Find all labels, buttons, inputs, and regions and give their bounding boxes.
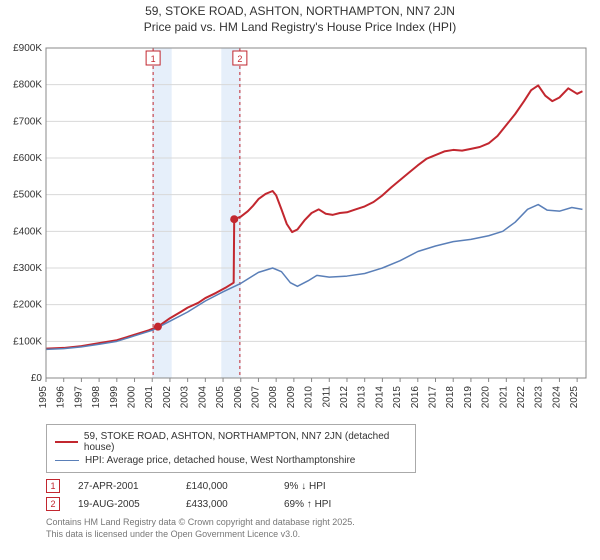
svg-text:2009: 2009: [286, 386, 297, 409]
legend-line-icon: [55, 460, 79, 462]
sale-row: 1 27-APR-2001 £140,000 9% ↓ HPI: [46, 479, 594, 493]
sale-date: 19-AUG-2005: [78, 499, 168, 510]
svg-text:£300K: £300K: [13, 263, 42, 274]
svg-text:1999: 1999: [109, 386, 120, 409]
svg-text:2022: 2022: [516, 386, 527, 409]
svg-text:£200K: £200K: [13, 300, 42, 311]
svg-text:£900K: £900K: [13, 43, 42, 54]
svg-text:2018: 2018: [445, 386, 456, 409]
svg-text:£500K: £500K: [13, 190, 42, 201]
svg-text:2007: 2007: [250, 386, 261, 409]
svg-text:£600K: £600K: [13, 153, 42, 164]
sale-marker-icon: 1: [46, 479, 60, 493]
chart-subtitle: Price paid vs. HM Land Registry's House …: [6, 20, 594, 34]
svg-text:2017: 2017: [428, 386, 439, 409]
svg-text:1998: 1998: [91, 386, 102, 409]
svg-text:2014: 2014: [374, 386, 385, 409]
svg-text:2021: 2021: [498, 386, 509, 409]
svg-text:£800K: £800K: [13, 80, 42, 91]
svg-text:2011: 2011: [321, 386, 332, 408]
sale-delta: 9% ↓ HPI: [284, 481, 364, 492]
svg-text:2023: 2023: [534, 386, 545, 409]
svg-text:2002: 2002: [162, 386, 173, 409]
footer: Contains HM Land Registry data © Crown c…: [46, 517, 594, 540]
svg-text:2004: 2004: [197, 386, 208, 409]
svg-text:£700K: £700K: [13, 116, 42, 127]
sale-price: £433,000: [186, 499, 266, 510]
svg-text:2008: 2008: [268, 386, 279, 409]
svg-text:1997: 1997: [73, 386, 84, 409]
svg-text:2: 2: [237, 54, 242, 64]
svg-text:2016: 2016: [410, 386, 421, 409]
svg-text:2012: 2012: [339, 386, 350, 409]
svg-text:£0: £0: [31, 373, 43, 384]
svg-text:2019: 2019: [463, 386, 474, 409]
svg-text:2024: 2024: [551, 386, 562, 409]
svg-text:2000: 2000: [127, 386, 138, 409]
svg-text:2020: 2020: [481, 386, 492, 409]
svg-text:2015: 2015: [392, 386, 403, 409]
svg-text:1995: 1995: [38, 386, 49, 409]
chart-title: 59, STOKE ROAD, ASHTON, NORTHAMPTON, NN7…: [6, 4, 594, 18]
svg-text:2006: 2006: [233, 386, 244, 409]
footer-line-2: This data is licensed under the Open Gov…: [46, 529, 594, 541]
sales-table: 1 27-APR-2001 £140,000 9% ↓ HPI 2 19-AUG-2005…: [46, 479, 594, 511]
sale-row: 2 19-AUG-2005 £433,000 69% ↑ HPI: [46, 497, 594, 511]
legend: 59, STOKE ROAD, ASHTON, NORTHAMPTON, NN7…: [46, 424, 416, 473]
svg-text:1: 1: [151, 54, 156, 64]
legend-line-icon: [55, 441, 78, 443]
svg-text:2010: 2010: [304, 386, 315, 409]
svg-text:2025: 2025: [569, 386, 580, 409]
svg-text:2003: 2003: [180, 386, 191, 409]
svg-text:2001: 2001: [144, 386, 155, 409]
svg-text:2013: 2013: [357, 386, 368, 409]
sale-delta: 69% ↑ HPI: [284, 499, 364, 510]
svg-text:£400K: £400K: [13, 226, 42, 237]
legend-item: HPI: Average price, detached house, West…: [55, 455, 407, 466]
footer-line-1: Contains HM Land Registry data © Crown c…: [46, 517, 594, 529]
sale-date: 27-APR-2001: [78, 481, 168, 492]
svg-text:£100K: £100K: [13, 336, 42, 347]
legend-item: 59, STOKE ROAD, ASHTON, NORTHAMPTON, NN7…: [55, 431, 407, 453]
chart-area: £0 £100K £200K £300K £400K £500K £600K £700K £80…: [6, 38, 594, 418]
legend-label: 59, STOKE ROAD, ASHTON, NORTHAMPTON, NN7…: [84, 431, 407, 453]
chart-svg: £0 £100K £200K £300K £400K £500K £600K £700K £80…: [6, 38, 594, 418]
sale-price: £140,000: [186, 481, 266, 492]
legend-label: HPI: Average price, detached house, West…: [85, 455, 355, 466]
svg-text:1996: 1996: [56, 386, 67, 409]
sale-marker-icon: 2: [46, 497, 60, 511]
svg-text:2005: 2005: [215, 386, 226, 409]
